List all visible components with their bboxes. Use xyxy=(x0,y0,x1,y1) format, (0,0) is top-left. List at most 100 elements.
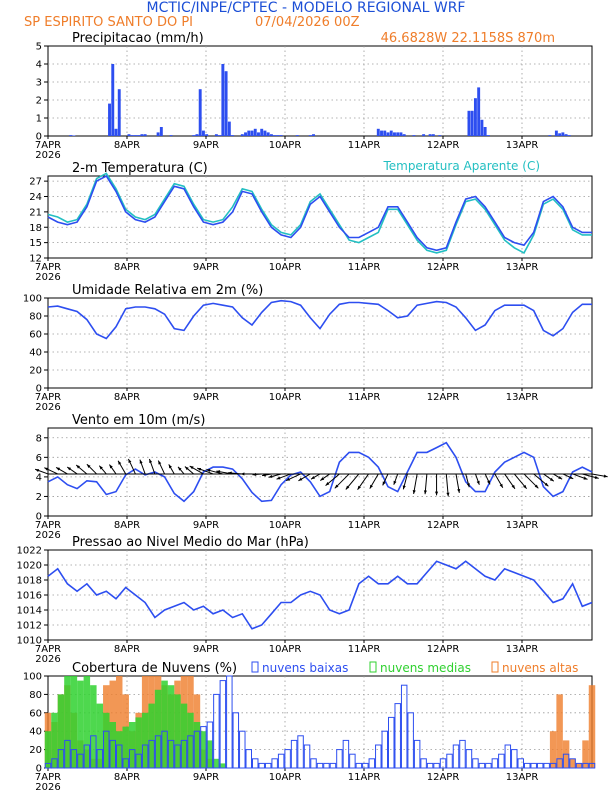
wind-arrowhead xyxy=(357,485,361,490)
x-tick-label: 11APR xyxy=(348,262,381,273)
cloud-bar-high xyxy=(569,758,576,768)
header-location: SP ESPIRITO SANTO DO PI xyxy=(24,15,193,30)
x-tick-label: 13APR xyxy=(506,262,539,273)
wind-arrowhead xyxy=(569,475,574,479)
x-tick-label: 12APR xyxy=(427,520,460,531)
wind-arrowhead xyxy=(320,477,325,481)
precip-bar xyxy=(477,87,481,136)
panel-clouds: 0 20 40 60 80 100 7APR 8APR 9APR 10APR 11APR 12APR 1… xyxy=(23,661,596,792)
cloud-bar-low xyxy=(77,753,84,769)
precip-bar xyxy=(192,135,196,136)
wind-arrowhead xyxy=(558,475,563,480)
wind-arrowhead xyxy=(549,477,554,482)
precip-bar xyxy=(156,132,160,136)
cloud-bar-low xyxy=(420,758,427,769)
cloud-bar-low xyxy=(562,753,570,769)
cloud-bar-low xyxy=(167,739,175,769)
y-tick-label: 0 xyxy=(36,764,42,775)
y-tick-label: 100 xyxy=(23,294,42,305)
precip-bar xyxy=(201,130,205,136)
legend-swatch xyxy=(491,661,499,673)
cloud-bar-low xyxy=(575,762,583,769)
precip-bar xyxy=(260,128,264,136)
cloud-bar-low xyxy=(452,744,460,769)
precip-bar xyxy=(250,130,254,136)
cloud-bar-low xyxy=(569,758,576,769)
y-tick-label: 40 xyxy=(29,727,42,738)
cloud-bar-mid xyxy=(83,676,91,768)
x-tick-label: 9APR xyxy=(193,772,219,783)
x-tick-label: 10APR xyxy=(269,644,302,655)
cloud-bar-low xyxy=(517,758,524,769)
precip-bar xyxy=(412,135,416,136)
x-tick-label: 11APR xyxy=(348,140,381,151)
wind-arrowhead xyxy=(44,467,49,471)
x-tick-label: 8APR xyxy=(114,140,140,151)
precip-bar xyxy=(554,130,558,136)
x-tick-label: 9APR xyxy=(193,140,219,151)
y-tick-label: 24 xyxy=(29,192,42,203)
cloud-bar-mid xyxy=(90,685,97,768)
precip-bar xyxy=(376,128,380,136)
x-tick-label: 11APR xyxy=(348,520,381,531)
cloud-bar-low xyxy=(226,675,233,769)
x-tick-label: 7APR xyxy=(35,140,61,151)
precip-bar xyxy=(389,130,393,136)
cloud-bar-mid xyxy=(70,676,78,768)
wind-arrowhead xyxy=(197,467,202,471)
panel-title: 2-m Temperatura (C) xyxy=(72,161,208,176)
x-tick-label: 12APR xyxy=(427,772,460,783)
cloud-bar-low xyxy=(290,739,298,769)
precip-bar xyxy=(276,135,280,136)
wind-arrowhead xyxy=(139,459,143,464)
wind-arrowhead xyxy=(67,466,72,471)
wind-arrow xyxy=(445,473,449,497)
cloud-bar-mid xyxy=(187,712,194,768)
cloud-bar-mid xyxy=(122,726,129,768)
precip-bar xyxy=(114,128,118,136)
precip-bar xyxy=(473,98,477,136)
wind-arrowhead xyxy=(476,480,480,485)
precip-bar xyxy=(470,110,474,136)
precip-bar xyxy=(108,103,111,136)
precip-bar xyxy=(393,132,396,136)
precip-bar xyxy=(253,128,257,136)
wind-arrowhead xyxy=(35,469,40,472)
panel-title: Pressao ao Nivel Medio do Mar (hPa) xyxy=(72,535,309,550)
x-tick-label: 7APR xyxy=(35,772,61,783)
precip-bar xyxy=(567,135,571,136)
y-tick-label: 0 xyxy=(36,512,42,523)
wind-arrowhead xyxy=(76,465,81,469)
cloud-bar-low xyxy=(252,758,259,769)
wind-arrowhead xyxy=(382,481,386,486)
cloud-bar-low xyxy=(433,762,440,769)
cloud-bar-low xyxy=(310,758,317,769)
cloud-bar-low xyxy=(582,762,589,769)
precip-bar xyxy=(140,134,144,136)
cloud-bar-mid xyxy=(51,712,58,768)
wind-arrowhead xyxy=(168,464,172,469)
cloud-bar-mid xyxy=(180,703,188,768)
wind-arrowhead xyxy=(206,469,211,473)
cloud-bar-low xyxy=(504,744,512,769)
wind-arrowhead xyxy=(86,464,91,468)
y-tick-label: 20 xyxy=(29,366,42,377)
panel-temp: 12 15 18 21 24 27 7APR 8APR 9APR 10APR 11APR 12APR 1… xyxy=(29,159,593,283)
y-tick-label: 6 xyxy=(36,453,42,464)
wind-arrowhead xyxy=(345,485,350,490)
precip-bar xyxy=(231,135,235,136)
precip-bar xyxy=(380,130,383,136)
precip-bar xyxy=(205,134,209,136)
x-tick-label: 12APR xyxy=(427,140,460,151)
wind-arrowhead xyxy=(178,466,182,471)
y-tick-label: 20 xyxy=(29,745,42,756)
x-tick-label: 7APR xyxy=(35,520,61,531)
cloud-bar-low xyxy=(530,762,537,769)
x-tick-label: 11APR xyxy=(348,644,381,655)
x-tick-label: 13APR xyxy=(506,644,539,655)
precip-bar xyxy=(227,121,231,136)
precip-bar xyxy=(438,135,442,136)
x-tick-label: 8APR xyxy=(114,772,140,783)
cloud-bar-low xyxy=(472,758,479,769)
